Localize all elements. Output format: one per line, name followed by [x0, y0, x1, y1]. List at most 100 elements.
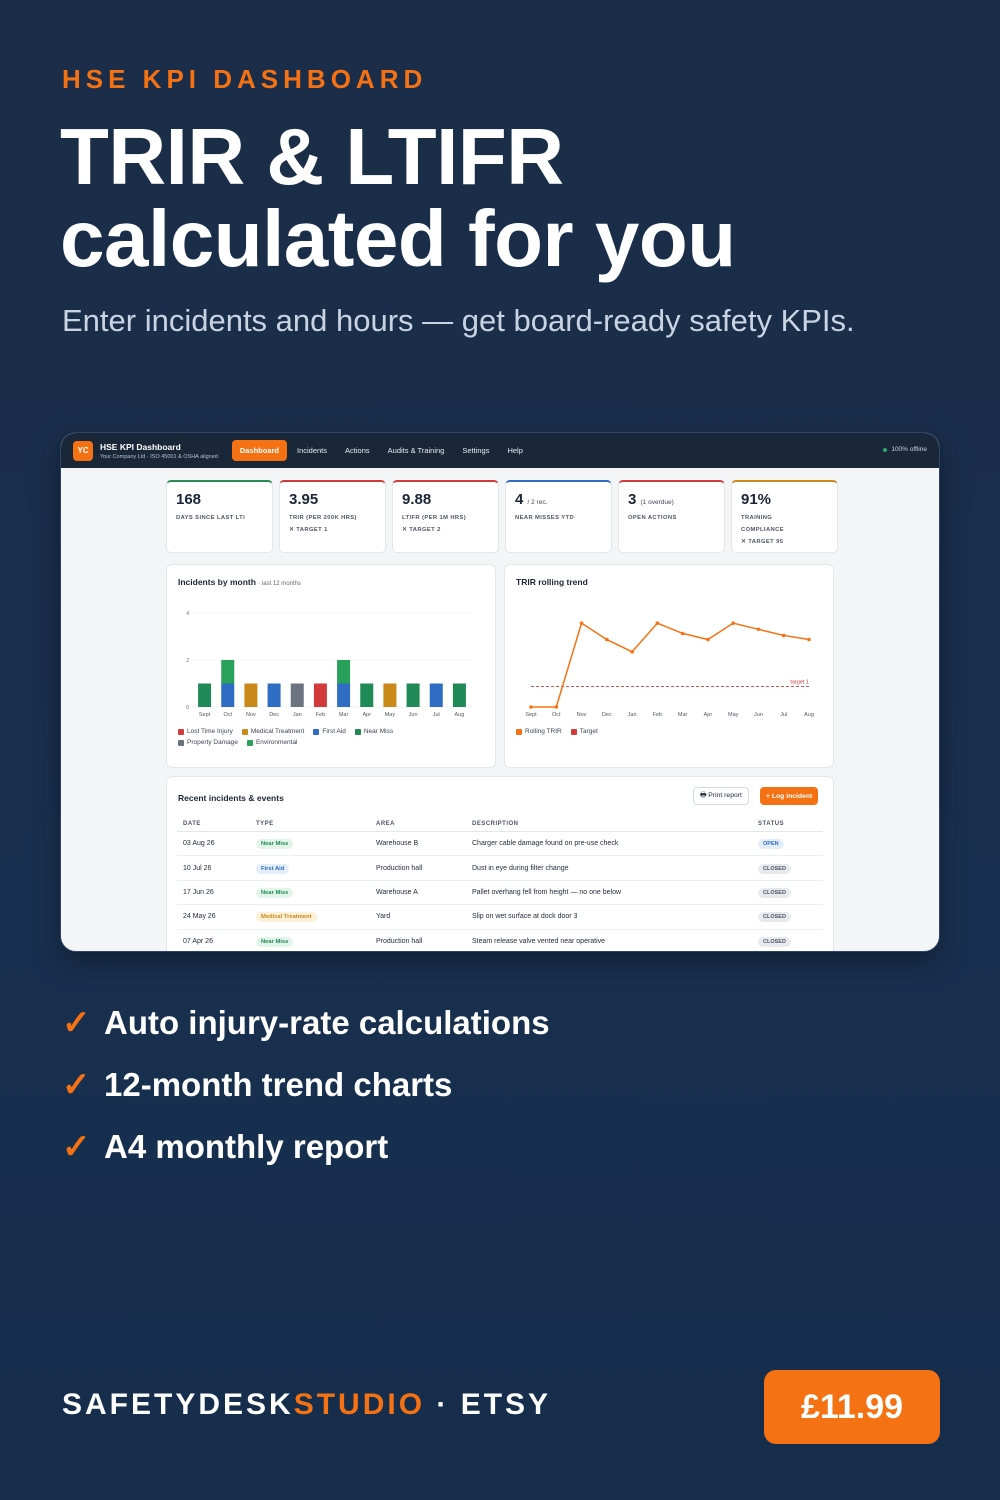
x-tick-label: Sept [199, 712, 211, 718]
print-report-button[interactable]: 🖶 Print report [693, 787, 749, 805]
status-badge: CLOSED [758, 887, 791, 898]
type-badge: Near Miss [256, 887, 294, 898]
y-tick-label: 0 [186, 705, 189, 711]
recent-incidents-title: Recent incidents & events [178, 793, 284, 803]
trir-chart-legend: Rolling TRIR Target [516, 728, 786, 735]
kpi-card: 9.88 LTIFR (PER 1M HRS) ✕ TARGET 2 [392, 480, 499, 553]
footer-brand: SAFETYDESKSTUDIO · ETSY [62, 1388, 551, 1422]
trir-point [655, 621, 660, 625]
legend-label: Near Miss [363, 728, 394, 735]
cell-area: Production hall [376, 864, 423, 872]
incidents-chart-title: Incidents by month · last 12 months [178, 577, 301, 587]
trir-line-chart: target 1 Sept Oct Nov Dec Jan Feb Mar Apr May Jun J… [525, 621, 814, 718]
nav-audits-training[interactable]: Audits & Training [387, 446, 445, 455]
cell-type: First Aid [256, 863, 376, 874]
log-incident-button[interactable]: + Log incident [760, 787, 819, 805]
app-title: HSE KPI Dashboard [100, 441, 181, 452]
table-row[interactable]: 24 May 26 Medical Treatment Yard Slip on we… [177, 905, 823, 930]
y-tick-label: 2 [186, 658, 189, 664]
legend-item: Lost Time Injury [178, 728, 233, 735]
benefit-item: ✓ 12-month trend charts [62, 1054, 550, 1116]
kpi-label: TRAINING COMPLIANCE ✕ TARGET 95 [741, 512, 828, 548]
cell-date: 03 Aug 26 [183, 840, 215, 848]
eyebrow: HSE KPI DASHBOARD [62, 64, 428, 94]
trir-point [529, 705, 533, 709]
brand-part-3: · ETSY [425, 1388, 552, 1421]
recent-incidents-card: Recent incidents & events 🖶 Print report… [166, 776, 834, 951]
legend-swatch [178, 739, 184, 746]
cell-type: Near Miss [256, 936, 376, 947]
table-row[interactable]: 10 Jul 26 First Aid Production hall Dust in… [177, 856, 823, 881]
nav-incidents[interactable]: Incidents [297, 446, 328, 455]
bar-segment [244, 683, 258, 707]
status-badge: OPEN [758, 839, 784, 850]
nav-dashboard[interactable]: Dashboard [231, 440, 287, 461]
benefit-item: ✓ A4 monthly report [62, 1116, 550, 1178]
cell-description: Pallet overhang fell from height — no on… [472, 888, 622, 896]
kpi-label-line: OPEN ACTIONS [628, 515, 677, 521]
x-tick-label: May [728, 712, 739, 718]
brand-part-2: STUDIO [293, 1388, 426, 1421]
kpi-card: 168 DAYS SINCE LAST LTI [166, 480, 273, 553]
bar-segment [267, 683, 281, 707]
nav-actions[interactable]: Actions [345, 446, 370, 455]
x-tick-label: Sept [525, 712, 537, 718]
nav-settings[interactable]: Settings [462, 446, 490, 455]
cell-description: Dust in eye during filter change [472, 864, 569, 872]
x-tick-label: Mar [678, 712, 688, 718]
cell-description: Charger cable damage found on pre-use ch… [472, 840, 619, 848]
x-tick-label: Feb [653, 712, 662, 718]
bar-segment [337, 683, 351, 707]
x-tick-label: Apr [362, 712, 371, 718]
type-badge: Medical Treatment [256, 912, 317, 923]
incidents-chart-legend: Lost Time Injury Medical Treatment First A… [178, 728, 448, 746]
price-badge[interactable]: £11.99 [764, 1370, 940, 1444]
check-icon: ✓ [62, 1066, 91, 1104]
kpi-label-line: ✕ TARGET 2 [402, 527, 441, 533]
legend-label: Environmental [255, 739, 298, 746]
bar-segment [198, 683, 212, 707]
trir-point [680, 631, 685, 636]
app-bar: YC HSE KPI Dashboard Your Company Ltd · … [61, 433, 939, 468]
benefit-list: ✓ Auto injury-rate calculations ✓ 12-month… [62, 992, 550, 1178]
kpi-label: NEAR MISSES YTD [515, 512, 602, 524]
x-tick-label: Jun [754, 712, 763, 718]
trir-point [630, 650, 634, 654]
kpi-value-suffix: / 2 rec. [527, 499, 548, 506]
kpi-label-line: DAYS SINCE LAST LTI [176, 515, 246, 521]
kpi-label-line: ✕ TARGET 95 [741, 539, 784, 545]
legend-label: Rolling TRIR [525, 728, 562, 735]
trir-point [554, 705, 559, 709]
nav-help[interactable]: Help [507, 446, 523, 455]
cell-type: Near Miss [256, 887, 376, 898]
bar-segment [360, 683, 374, 707]
company-logo: YC [73, 440, 93, 461]
kpi-label: TRIR (PER 200K HRS) ✕ TARGET 1 [289, 512, 376, 536]
col-description: DESCRIPTION [472, 821, 519, 827]
type-badge: Near Miss [256, 839, 294, 850]
status-badge: CLOSED [758, 912, 791, 923]
trir-series-line [531, 622, 810, 708]
table-row[interactable]: 07 Apr 26 Near Miss Production hall Steam r… [177, 930, 823, 951]
cell-description: Steam release valve vented near operativ… [472, 937, 606, 945]
trir-point [807, 637, 811, 642]
cell-area: Warehouse A [376, 888, 418, 896]
table-row[interactable]: 03 Aug 26 Near Miss Warehouse B Charger cab… [177, 832, 823, 857]
trir-chart-card: TRIR rolling trend target 1 Sept Oct Nov Dec… [504, 564, 834, 768]
kpi-value: 3 (1 overdue) [628, 491, 715, 508]
x-tick-label: May [385, 712, 396, 718]
kpi-row: 168 DAYS SINCE LAST LTI 3.95 TRIR (PER 20… [166, 480, 838, 553]
cell-date: 10 Jul 26 [183, 864, 212, 872]
table-row[interactable]: 17 Jun 26 Near Miss Warehouse A Pallet over… [177, 881, 823, 906]
cell-area: Production hall [376, 937, 423, 945]
bar-segment [313, 683, 327, 707]
legend-item: Environmental [246, 739, 298, 746]
legend-swatch [354, 728, 361, 735]
trir-point [781, 633, 786, 638]
kpi-value: 168 [176, 491, 263, 508]
col-status: STATUS [758, 821, 785, 827]
cell-description: Slip on wet surface at dock door 3 [472, 913, 578, 921]
cell-status: CLOSED [758, 887, 818, 898]
kpi-number: 4 [515, 491, 524, 508]
kpi-label-line: NEAR MISSES YTD [515, 515, 575, 521]
